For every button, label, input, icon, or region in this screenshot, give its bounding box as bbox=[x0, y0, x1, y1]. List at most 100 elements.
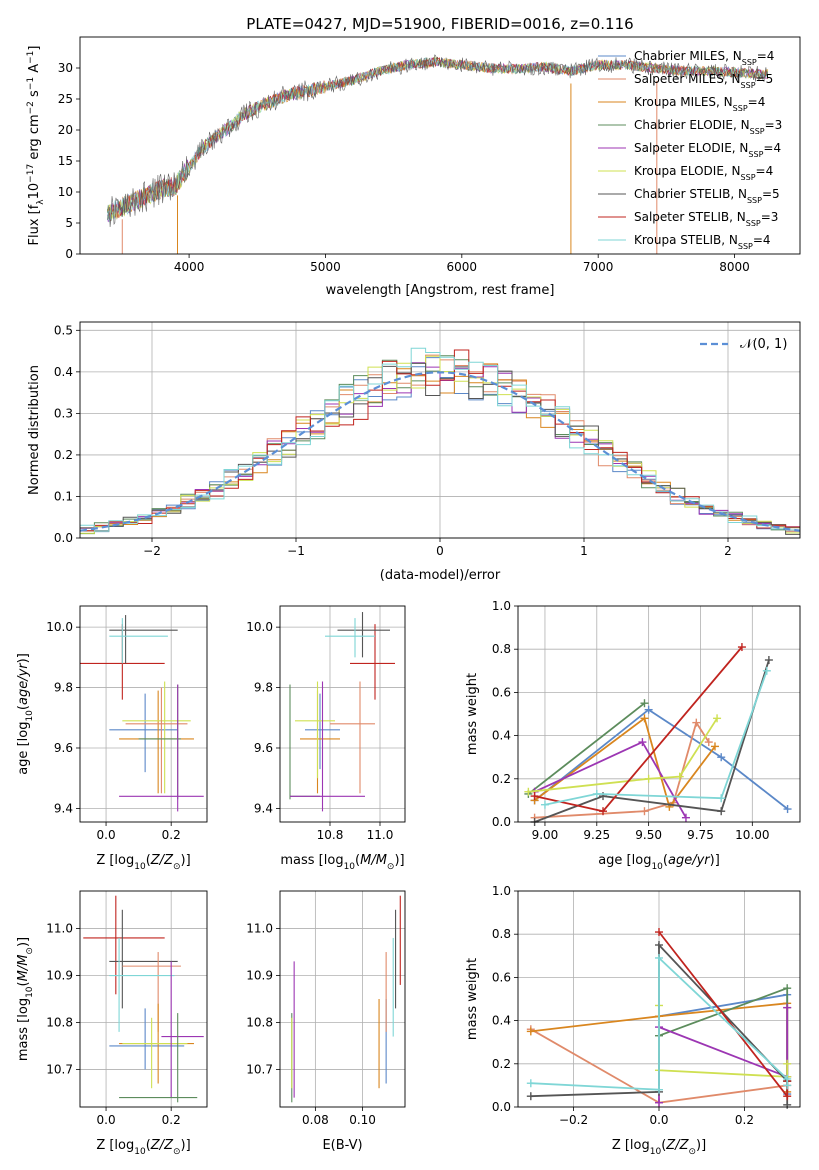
legend-text: Kroupa ELODIE, N bbox=[634, 164, 741, 178]
y-tick-label: 11.0 bbox=[46, 922, 73, 936]
label-part: age [log bbox=[16, 722, 31, 775]
y-tick-label: 0.6 bbox=[492, 685, 511, 699]
y-tick-label: 10.0 bbox=[246, 620, 273, 634]
label-part: A bbox=[27, 64, 42, 77]
legend-label: Kroupa ELODIE, NSSP=4 bbox=[634, 164, 773, 182]
x-tick-label: 6000 bbox=[447, 260, 478, 274]
y-tick-label: 0.0 bbox=[492, 1100, 511, 1114]
legend-text: =4 bbox=[757, 49, 775, 63]
y-tick-label: 0.0 bbox=[54, 531, 73, 545]
label-part: 10 bbox=[134, 1147, 146, 1157]
legend-label: Chabrier MILES, NSSP=4 bbox=[634, 49, 774, 67]
x-tick-label: 8000 bbox=[719, 260, 750, 274]
weight-line bbox=[528, 717, 718, 793]
label-part: ( bbox=[16, 705, 31, 710]
axes-frame bbox=[79, 321, 801, 539]
legend-label: Salpeter MILES, NSSP=5 bbox=[634, 72, 773, 90]
x-axis-label: wavelength [Angstrom, rest frame] bbox=[326, 283, 555, 298]
y-tick-label: 0.8 bbox=[492, 642, 511, 656]
y-tick-label: 9.6 bbox=[254, 741, 273, 755]
x-axis-label: mass [log10(M/M⊙)] bbox=[280, 853, 404, 872]
y-axis-label: mass [log10(M/M⊙)] bbox=[16, 937, 35, 1061]
legend-sub: SSP bbox=[746, 219, 761, 228]
label-part: M/M bbox=[360, 853, 387, 868]
label-part: )] bbox=[16, 937, 31, 947]
y-tick-label: 1.0 bbox=[492, 599, 511, 613]
histogram-step bbox=[80, 349, 800, 538]
legend-text: Salpeter STELIB, N bbox=[634, 210, 746, 224]
y-tick-label: 10.0 bbox=[46, 620, 73, 634]
weight-line bbox=[527, 702, 646, 795]
axes-frame bbox=[517, 890, 801, 1108]
legend-text: Chabrier STELIB, N bbox=[634, 187, 747, 201]
label-part: Z [log bbox=[96, 1138, 134, 1153]
label-part: ( bbox=[146, 853, 151, 868]
label-part: mass [log bbox=[16, 998, 31, 1061]
label-part: ⊙ bbox=[688, 1147, 696, 1157]
legend-label: Salpeter STELIB, NSSP=3 bbox=[634, 210, 778, 228]
axes-frame bbox=[517, 605, 801, 823]
label-part: 10 bbox=[27, 183, 42, 200]
label-part: Z [log bbox=[96, 853, 134, 868]
y-axis-label: Normed distribution bbox=[27, 365, 42, 495]
legend-text: =4 bbox=[763, 141, 781, 155]
y-tick-label: 20 bbox=[58, 123, 73, 137]
label-part: M/M bbox=[16, 955, 31, 982]
residual-histogram-panel: −2 −1 0 1 2 0.0 0.1 0.2 0.3 0.4 0.5 (data-model)/er… bbox=[27, 321, 801, 583]
x-tick-label: 11.0 bbox=[367, 828, 394, 842]
ebv-mass-panel: 0.08 0.10 10.7 10.8 10.9 11.0 E(B-V) bbox=[246, 890, 406, 1153]
x-axis-label: age [log10(age/yr)] bbox=[598, 853, 720, 872]
x-axis-label: (data-model)/error bbox=[380, 568, 501, 583]
z-mass-panel: 0.0 0.210.710.810.911.0Z [log10(Z/Z⊙)]mas… bbox=[16, 890, 208, 1157]
y-tick-label: 0.5 bbox=[54, 323, 73, 337]
label-part: E(B-V) bbox=[322, 1138, 362, 1153]
y-tick-label: 25 bbox=[58, 92, 73, 106]
legend-text: Kroupa MILES, N bbox=[634, 95, 733, 109]
label-part: wavelength [Angstrom, rest frame] bbox=[326, 283, 555, 298]
label-part: 10 bbox=[651, 862, 663, 872]
x-tick-label: 9.25 bbox=[583, 828, 610, 842]
legend-sub: SSP bbox=[741, 81, 756, 90]
x-tick-label: 10.00 bbox=[735, 828, 769, 842]
label-part: )] bbox=[16, 653, 31, 663]
y-tick-label: 0.4 bbox=[492, 729, 511, 743]
label-part: )] bbox=[710, 853, 720, 868]
legend-sub: SSP bbox=[741, 173, 756, 182]
legend-text: =4 bbox=[748, 95, 766, 109]
label-part: −17 bbox=[26, 164, 36, 183]
legend-sub: SSP bbox=[738, 242, 753, 251]
label-part: )] bbox=[394, 853, 404, 868]
label-part: (data-model)/error bbox=[380, 568, 501, 583]
label-part: ⊙ bbox=[387, 862, 395, 872]
x-tick-label: 10.8 bbox=[317, 828, 344, 842]
axes-frame bbox=[279, 890, 406, 1108]
label-part: )] bbox=[696, 1138, 706, 1153]
legend-text: =3 bbox=[765, 118, 783, 132]
label-part: Z/Z bbox=[665, 1138, 689, 1153]
weight-line bbox=[534, 716, 716, 809]
legend-label: Salpeter ELODIE, NSSP=4 bbox=[634, 141, 781, 159]
legend-text: Chabrier ELODIE, N bbox=[634, 118, 750, 132]
x-tick-label: −1 bbox=[287, 544, 305, 558]
label-part: mass [log bbox=[280, 853, 343, 868]
legend-text: Salpeter ELODIE, N bbox=[634, 141, 748, 155]
legend-label: 𝒩(0, 1) bbox=[740, 337, 787, 352]
legend-sub: SSP bbox=[750, 127, 765, 136]
legend-sub: SSP bbox=[747, 196, 762, 205]
age-weight-panel: 9.00 9.25 9.50 9.75 10.00 0.0 0.2 0.4 0.6 0.8 1.0 a… bbox=[465, 599, 801, 872]
label-part: ( bbox=[663, 853, 668, 868]
y-tick-label: 10 bbox=[58, 185, 73, 199]
x-tick-label: 0 bbox=[436, 544, 444, 558]
x-tick-label: 9.75 bbox=[687, 828, 714, 842]
y-tick-label: 0.1 bbox=[54, 489, 73, 503]
label-part: Z [log bbox=[612, 1138, 650, 1153]
axes-frame bbox=[79, 36, 801, 255]
x-axis-label: Z [log10(Z/Z⊙)] bbox=[612, 1138, 706, 1157]
y-axis-label: age [log10(age/yr)] bbox=[16, 653, 35, 775]
legend-text: Kroupa STELIB, N bbox=[634, 233, 738, 247]
label-part: mass weight bbox=[465, 673, 480, 755]
y-tick-label: 9.8 bbox=[254, 681, 273, 695]
y-tick-label: 0.4 bbox=[492, 1014, 511, 1028]
x-tick-label: 4000 bbox=[174, 260, 205, 274]
x-tick-label: 0.2 bbox=[162, 828, 181, 842]
